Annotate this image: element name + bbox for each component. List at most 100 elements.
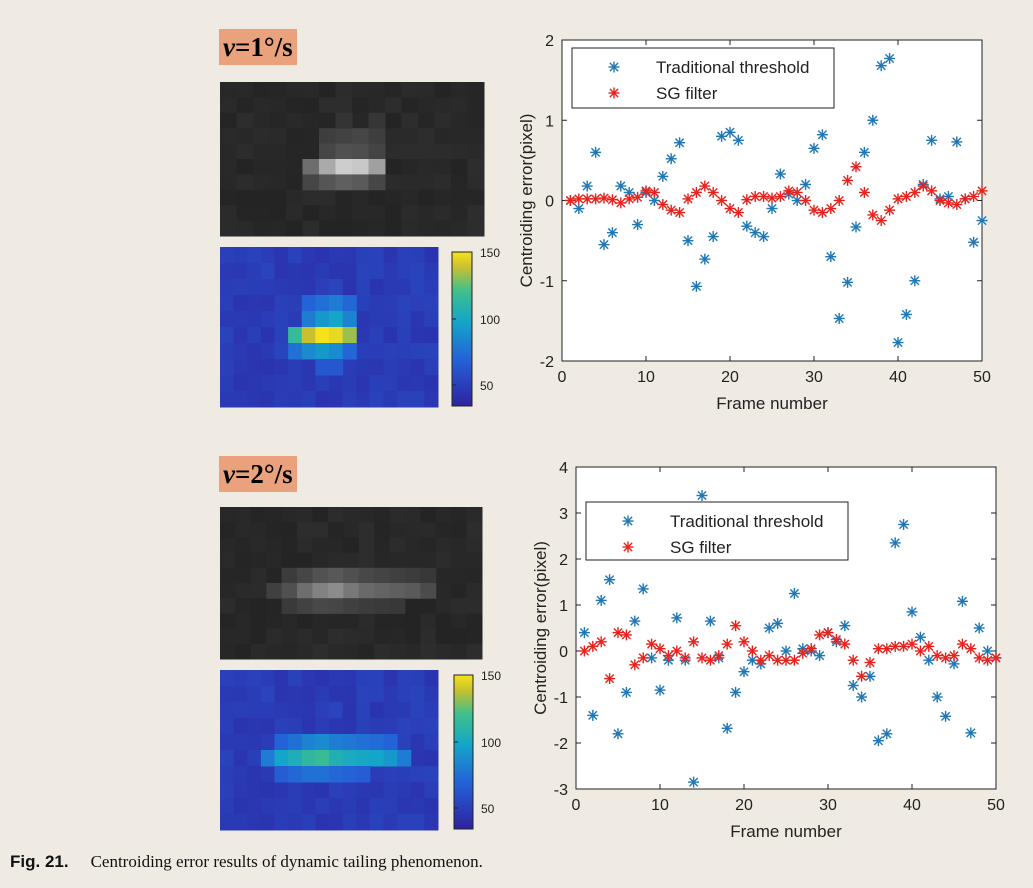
sg-filter-point xyxy=(900,190,912,202)
sg-filter-point xyxy=(982,654,994,666)
sg-filter-point xyxy=(716,195,728,206)
sg-filter-point xyxy=(842,174,854,186)
traditional-threshold-point xyxy=(637,583,649,595)
colorbar-gradient xyxy=(453,674,474,830)
traditional-threshold-point xyxy=(898,519,910,530)
y-tick-label: 0 xyxy=(559,644,568,661)
traditional-threshold-point xyxy=(604,574,616,586)
sg-filter-point xyxy=(940,652,952,664)
legend-marker xyxy=(608,61,620,73)
sg-filter-point xyxy=(674,207,686,219)
traditional-threshold-point xyxy=(763,622,775,634)
traditional-threshold-point xyxy=(590,146,602,158)
sg-filter-point xyxy=(884,204,896,216)
sg-filter-point xyxy=(665,204,677,216)
sg-filter-point xyxy=(864,657,876,668)
legend-entry-label: Traditional threshold xyxy=(670,512,823,531)
traditional-threshold-point xyxy=(682,235,694,247)
y-tick-label: 4 xyxy=(559,460,568,477)
sg-filter-point xyxy=(948,650,960,662)
traditional-threshold-point xyxy=(738,666,750,678)
sg-filter-point xyxy=(783,185,795,197)
traditional-threshold-point xyxy=(892,337,904,349)
colorbar-tick: 150 xyxy=(480,246,500,260)
sg-filter-point xyxy=(867,209,879,221)
traditional-threshold-point xyxy=(956,595,968,607)
figure-label: Fig. 21. xyxy=(10,852,69,871)
traditional-threshold-point xyxy=(598,239,610,251)
sg-filter-point xyxy=(990,652,1002,664)
legend-marker xyxy=(608,87,620,99)
traditional-threshold-point xyxy=(864,670,876,682)
traditional-threshold-point xyxy=(620,686,632,698)
traditional-threshold-point xyxy=(850,221,862,233)
y-tick-label: 1 xyxy=(559,598,568,615)
traditional-threshold-point xyxy=(595,594,607,606)
y-tick-label: 0 xyxy=(545,194,554,211)
traditional-threshold-point xyxy=(758,231,770,243)
y-axis-label: Centroiding error(pixel) xyxy=(531,541,550,715)
traditional-threshold-point xyxy=(906,606,918,618)
traditional-threshold-point xyxy=(772,617,784,629)
colorbar-gradient xyxy=(451,251,473,407)
heatmap-star-image xyxy=(220,247,439,408)
traditional-threshold-point xyxy=(926,134,938,146)
sg-filter-point xyxy=(755,654,767,666)
x-axis-label: Frame number xyxy=(716,394,828,413)
sg-filter-point xyxy=(951,199,963,211)
traditional-threshold-point xyxy=(875,60,887,72)
traditional-threshold-point xyxy=(881,728,893,740)
sg-filter-point xyxy=(590,193,602,205)
sg-filter-point xyxy=(564,195,576,206)
sg-filter-point xyxy=(830,634,842,645)
sg-filter-point xyxy=(800,195,812,206)
traditional-threshold-point xyxy=(923,654,935,666)
legend-entry-label: Traditional threshold xyxy=(656,58,809,77)
sg-filter-point xyxy=(850,161,862,173)
sg-filter-point xyxy=(623,193,635,205)
traditional-threshold-point xyxy=(856,691,868,703)
x-tick-label: 40 xyxy=(903,797,921,814)
traditional-threshold-point xyxy=(842,276,854,288)
sg-filter-point xyxy=(766,192,778,204)
sg-filter-point xyxy=(724,203,736,215)
sg-filter-point xyxy=(732,207,744,219)
sg-filter-point xyxy=(847,654,859,666)
legend-entry-label: SG filter xyxy=(670,538,732,557)
traditional-threshold-point xyxy=(749,227,761,239)
traditional-threshold-point xyxy=(632,219,644,231)
sg-filter-point xyxy=(620,629,632,641)
sg-filter-point xyxy=(926,185,938,197)
traditional-threshold-point xyxy=(968,236,980,248)
sg-filter-point xyxy=(814,629,826,641)
traditional-threshold-point xyxy=(732,134,744,146)
sg-filter-point xyxy=(612,627,624,639)
sg-filter-point xyxy=(696,652,708,664)
x-tick-label: 0 xyxy=(558,369,567,386)
sg-filter-point xyxy=(713,650,725,662)
y-tick-label: -2 xyxy=(540,354,554,371)
colorbar-tick: 150 xyxy=(481,669,501,683)
sg-filter-point xyxy=(654,643,666,655)
sg-filter-point xyxy=(671,645,683,657)
sg-filter-point xyxy=(657,199,669,211)
sg-filter-point xyxy=(931,650,943,662)
velocity-symbol: v xyxy=(223,32,235,62)
sg-filter-point xyxy=(797,647,809,659)
traditional-threshold-point xyxy=(612,728,624,740)
sg-filter-point xyxy=(637,652,649,664)
traditional-threshold-point xyxy=(774,168,786,180)
y-tick-label: 3 xyxy=(559,506,568,523)
sg-filter-point xyxy=(763,650,775,662)
traditional-threshold-point xyxy=(909,275,921,287)
x-tick-label: 10 xyxy=(637,369,655,386)
sg-filter-point xyxy=(758,190,770,202)
colorbar: 150 100 50 xyxy=(451,246,500,407)
x-tick-label: 50 xyxy=(987,797,1005,814)
sg-filter-point xyxy=(906,638,918,650)
traditional-threshold-point xyxy=(940,710,952,722)
sg-filter-point xyxy=(942,197,954,209)
sg-filter-point xyxy=(788,654,800,666)
